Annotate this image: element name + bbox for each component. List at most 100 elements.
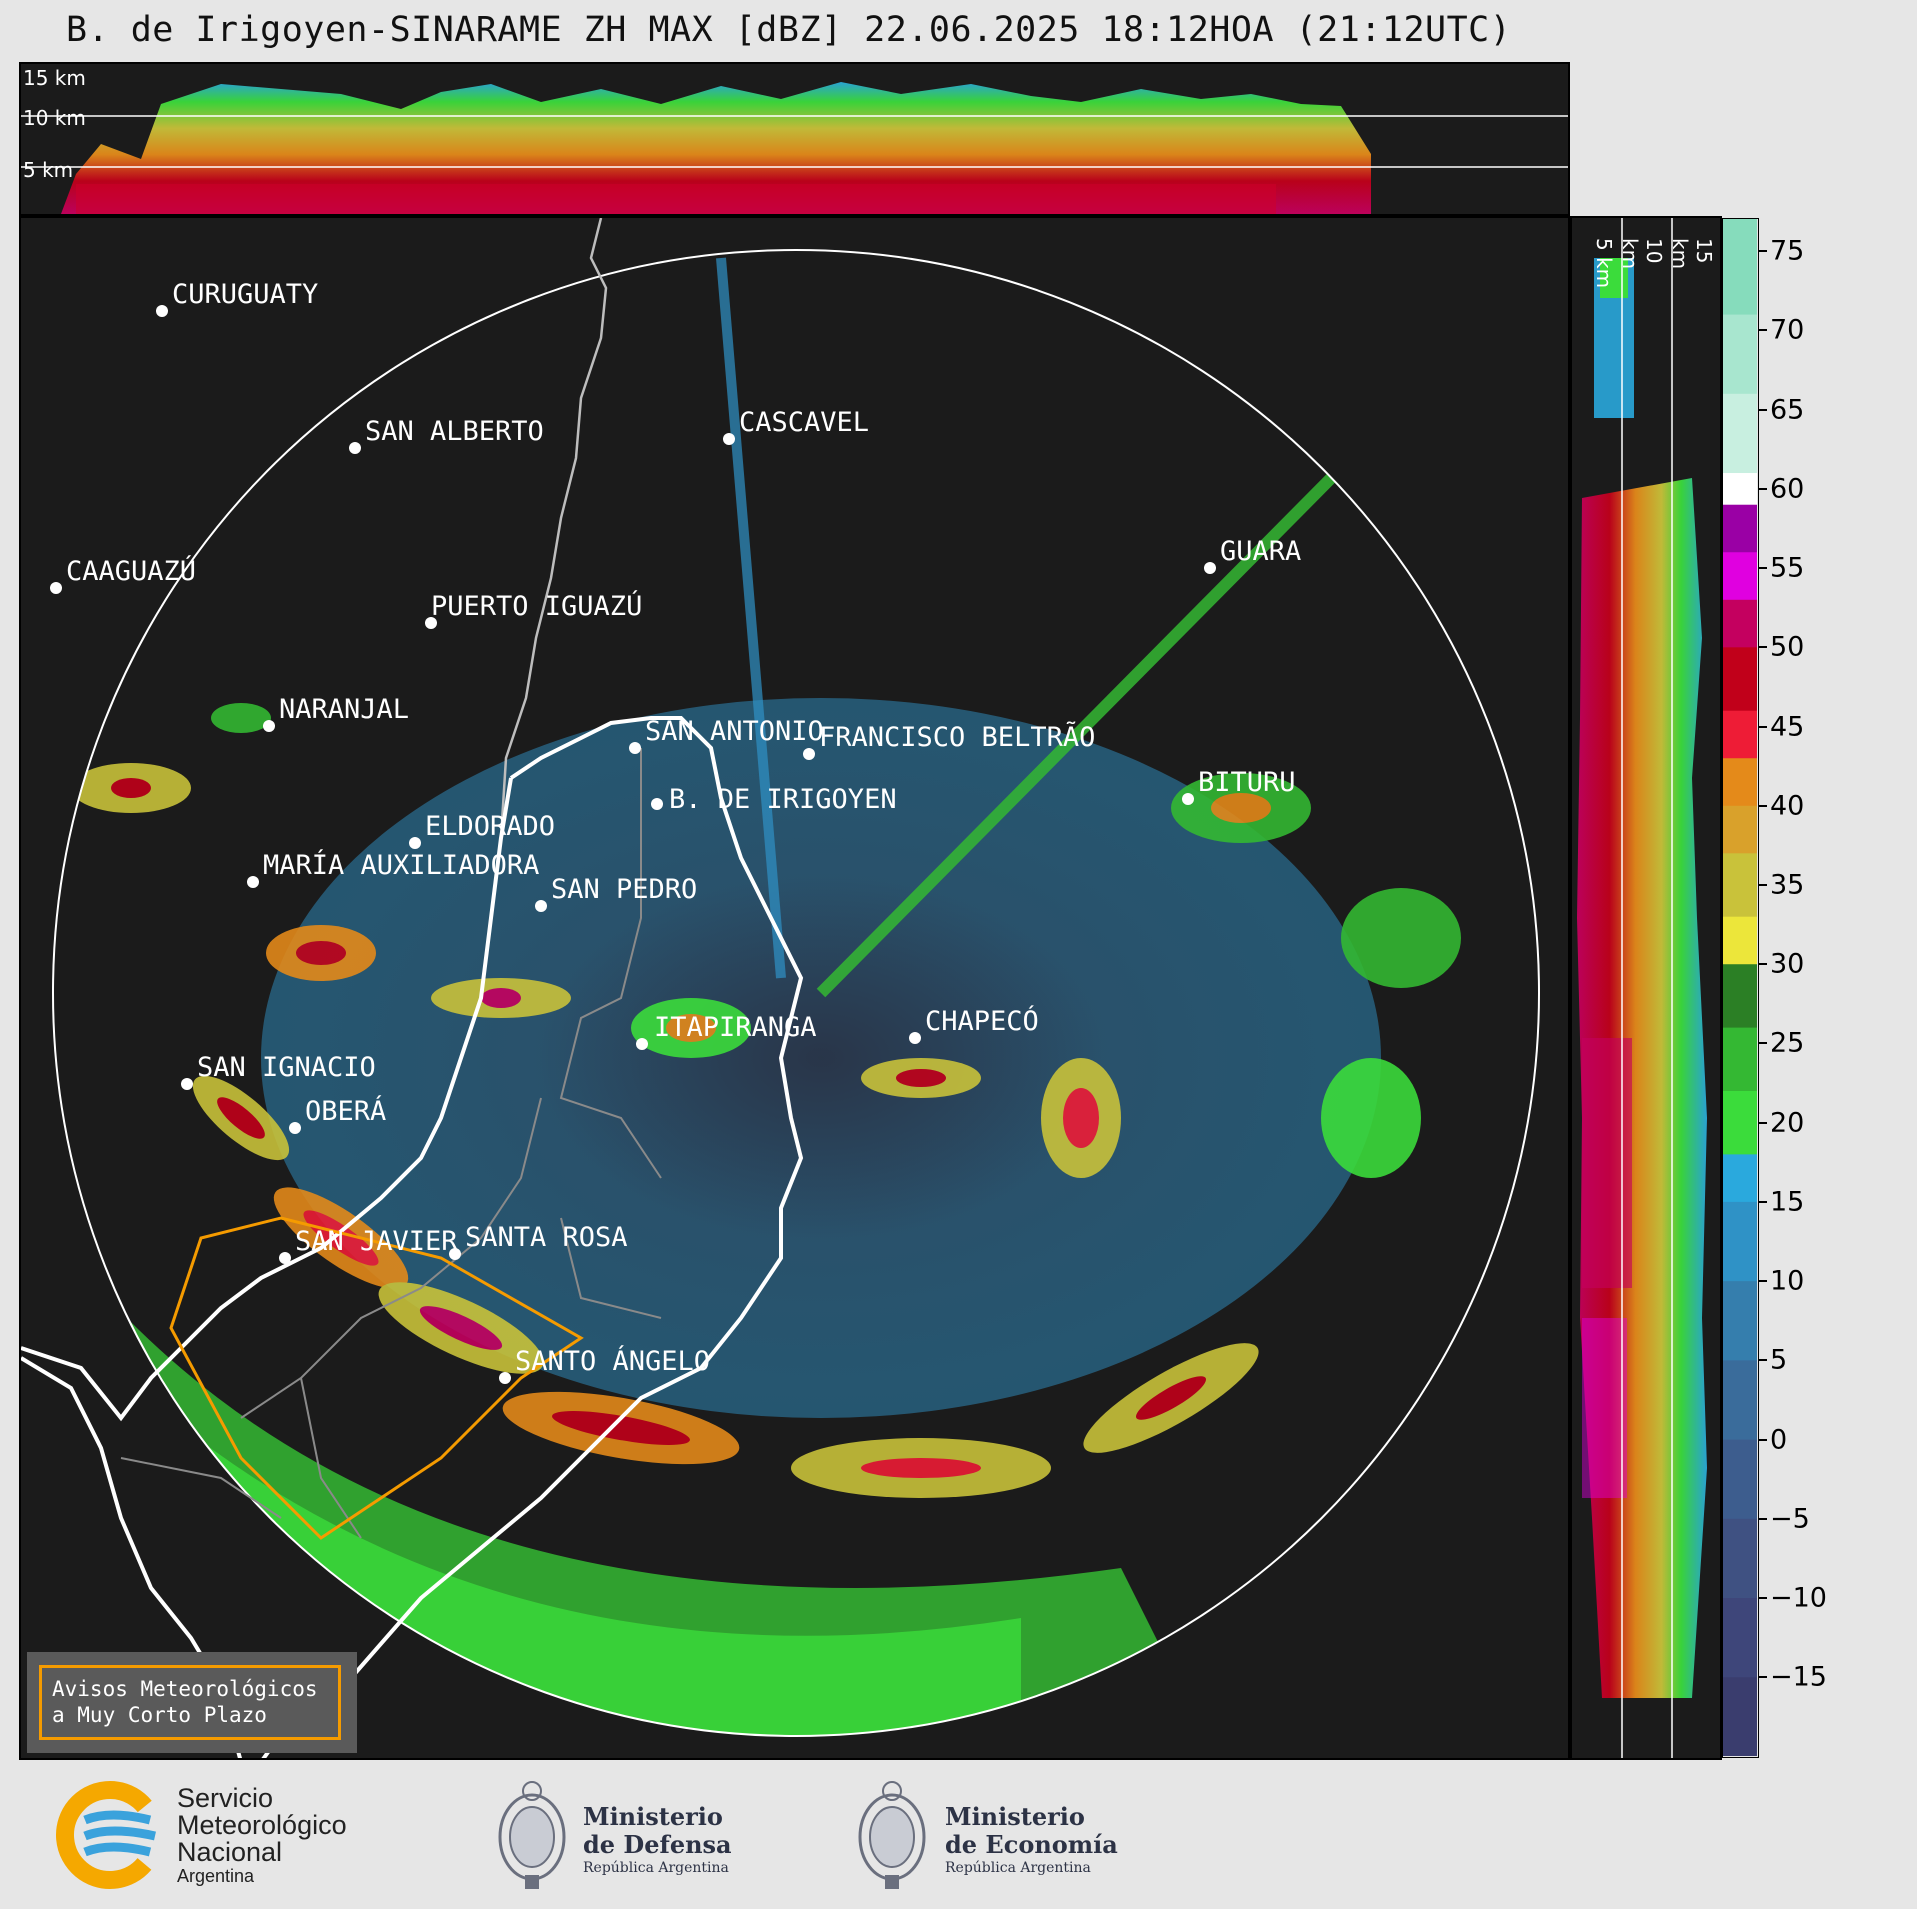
smn-line2: Meteorológico [177,1810,347,1840]
colorbar-tick-mark [1759,1597,1767,1600]
colorbar-tick-label: 0 [1770,1424,1788,1456]
city-label-guara: GUARA [1220,536,1301,567]
colorbar-band-5 [1723,1280,1757,1361]
legend-line-2: a Muy Corto Plazo [52,1703,267,1727]
city-label-b-de-irigoyen: B. DE IRIGOYEN [669,784,897,815]
economia-line1: Ministerio [945,1802,1085,1831]
colorbar-tick-label: 60 [1770,473,1805,505]
city-label-bituru: BITURU [1198,767,1296,798]
colorbar-band-1 [1723,1597,1757,1678]
colorbar-tick-label: −5 [1770,1503,1810,1535]
smn-line3: Nacional [177,1837,283,1867]
colorbar-tick-mark [1759,1676,1767,1679]
city-label-eldorado: ELDORADO [425,811,555,842]
defensa-line2: de Defensa [583,1830,732,1859]
colorbar-band-3 [1723,1439,1757,1519]
city-marker-curuguaty [156,305,168,317]
city-marker-naranjal [263,720,275,732]
colorbar-tick-mark [1759,1200,1767,1203]
city-marker-bituru [1182,793,1194,805]
city-label-caaguazu: CAAGUAZÚ [66,555,196,587]
city-label-curuguaty: CURUGUATY [172,279,318,310]
side-cross-section-panel: 5 km 10 km 15 km [1570,216,1722,1760]
city-label-san-antonio: SAN ANTONIO [645,716,824,747]
city-marker-san-alberto [349,442,361,454]
legend-line-1: Avisos Meteorológicos [52,1677,318,1701]
defensa-line3: República Argentina [583,1860,729,1876]
city-marker-caaguazu [50,582,62,594]
city-label-chapeco: CHAPECÓ [925,1005,1039,1037]
colorbar-tick-label: 30 [1770,948,1805,980]
colorbar-tick-label: 45 [1770,711,1805,743]
colorbar-band-20 [1723,472,1757,505]
colorbar-tick-label: 20 [1770,1107,1805,1139]
colorbar-tick-label: 10 [1770,1265,1805,1297]
colorbar-band-16 [1723,646,1757,711]
colorbar-tick-mark [1759,487,1767,490]
economia-line2: de Economía [945,1830,1118,1859]
colorbar-tick-mark [1759,804,1767,807]
colorbar-band-4 [1723,1359,1757,1440]
side-cross-section-plot [1577,218,1707,1758]
city-marker-san-pedro [535,900,547,912]
colorbar-band-13 [1723,805,1757,854]
colorbar-band-22 [1723,314,1757,394]
title-bar: B. de Irigoyen-SINARAME ZH MAX [dBZ] 22.… [0,10,1917,58]
colorbar-tick-label: 35 [1770,869,1805,901]
province-boundary-east [261,716,804,1758]
city-label-maria-auxiliadora: MARÍA AUXILIADORA [263,849,539,881]
city-label-santa-rosa: SANTA ROSA [465,1222,628,1253]
smn-logo-icon [56,1781,164,1889]
colorbar-band-17 [1723,599,1757,648]
colorbar-tick-label: −10 [1770,1582,1827,1614]
colorbar-tick-label: 50 [1770,631,1805,663]
side-alt-15km: 15 km [1668,238,1716,270]
city-label-obera: OBERÁ [305,1095,386,1127]
colorbar-band-23 [1723,219,1757,315]
department-lines [120,748,662,1539]
defensa-seal-icon [498,1781,566,1889]
colorbar-tick-label: −15 [1770,1661,1827,1693]
economia-line3: República Argentina [945,1860,1091,1876]
defensa-line1: Ministerio [583,1802,723,1831]
colorbar-band-7 [1723,1153,1757,1202]
city-label-san-alberto: SAN ALBERTO [365,416,544,447]
colorbar-tick-label: 5 [1770,1344,1788,1376]
border-line-north [499,218,608,839]
colorbar-band-2 [1723,1518,1757,1599]
city-marker-eldorado [409,837,421,849]
city-label-itapiranga: ITAPIRANGA [654,1012,817,1043]
warning-legend: Avisos Meteorológicos a Muy Corto Plazo [39,1665,341,1740]
colorbar-band-14 [1723,757,1757,806]
colorbar-tick-mark [1759,884,1767,886]
range-ring [52,249,1540,1737]
colorbar-tick-mark [1759,963,1767,966]
province-boundary-west [21,777,513,1422]
city-layer: CURUGUATY SAN ALBERTO CASCAVEL CAAGUAZÚ GUAR… [50,279,1301,1384]
colorbar-tick-mark [1759,1517,1767,1520]
city-marker-santo-angelo [499,1372,511,1384]
radar-map-panel: CURUGUATY SAN ALBERTO CASCAVEL CAAGUAZÚ GUAR… [19,216,1570,1760]
colorbar-band-19 [1723,504,1757,553]
city-marker-puerto-iguazu [425,617,437,629]
city-label-cascavel: CASCAVEL [739,407,869,438]
city-label-san-pedro: SAN PEDRO [551,874,697,905]
smn-line1: Servicio [177,1783,274,1813]
top-cross-section-panel: 15 km 10 km 5 km [19,62,1570,216]
city-marker-san-ignacio [181,1078,193,1090]
city-marker-cascavel [723,433,735,445]
city-marker-guara [1204,562,1216,574]
colorbar-band-18 [1723,551,1757,600]
colorbar-bands [1723,219,1757,1756]
reflectivity-field [53,257,1461,1736]
city-label-francisco-beltrao: FRANCISCO BELTRÃO [819,721,1095,753]
colorbar-tick-mark [1759,250,1767,253]
colorbar-band-8 [1723,1090,1757,1155]
top-alt-5km: 5 km [23,158,74,182]
city-marker-chapeco [909,1032,921,1044]
top-echo-profile [61,82,1371,214]
colorbar-band-10 [1723,963,1757,1028]
city-marker-santa-rosa [449,1248,461,1260]
colorbar-tick-mark [1759,408,1767,411]
smn-logo: Servicio Meteorológico Nacional Argentin… [55,1780,395,1890]
